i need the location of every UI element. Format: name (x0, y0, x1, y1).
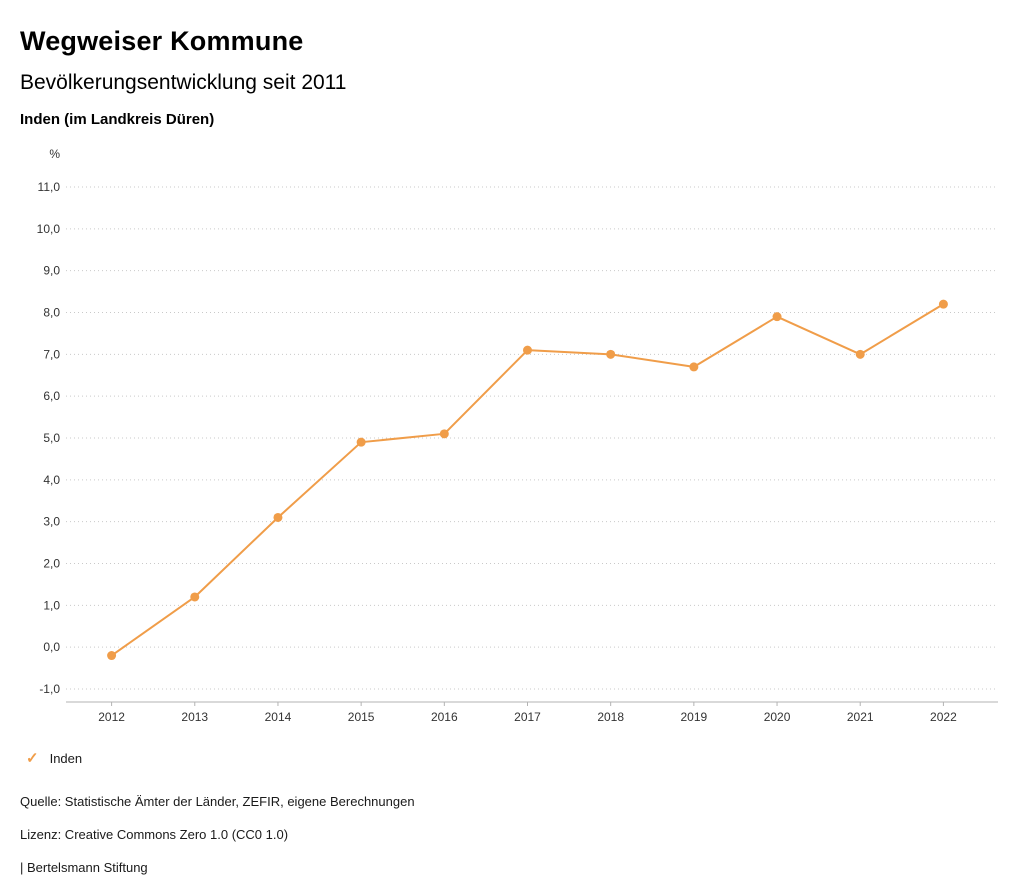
chart-footer: Quelle: Statistische Ämter der Länder, Z… (20, 794, 1004, 875)
svg-text:11,0: 11,0 (38, 180, 61, 194)
license-text: Lizenz: Creative Commons Zero 1.0 (CC0 1… (20, 827, 289, 842)
legend-item-inden[interactable]: ✓ Inden (26, 751, 82, 766)
page: Wegweiser Kommune Bevölkerungsentwicklun… (20, 26, 1004, 875)
svg-text:3,0: 3,0 (43, 515, 60, 529)
svg-text:%: % (49, 147, 60, 161)
svg-text:2015: 2015 (348, 710, 375, 724)
svg-text:10,0: 10,0 (37, 222, 61, 236)
svg-text:2022: 2022 (930, 710, 957, 724)
page-title: Wegweiser Kommune (20, 26, 304, 56)
svg-text:2019: 2019 (681, 710, 708, 724)
svg-text:4,0: 4,0 (43, 473, 60, 487)
chart-title: Bevölkerungsentwicklung seit 2011 (20, 71, 347, 94)
line-chart: % 11,0 10,0 9,0 8,0 7,0 6,0 5,0 4,0 3,0 2,0 1,0 0,0 -… (20, 142, 1004, 739)
source-text: Quelle: Statistische Ämter der Länder, Z… (20, 794, 415, 809)
chart-canvas[interactable]: % 11,0 10,0 9,0 8,0 7,0 6,0 5,0 4,0 3,0 2,0 1,0 0,0 -… (20, 142, 1004, 734)
svg-text:2012: 2012 (98, 710, 125, 724)
legend-check-icon: ✓ (26, 750, 39, 767)
chart-location: Inden (im Landkreis Düren) (20, 111, 215, 128)
svg-text:2016: 2016 (431, 710, 458, 724)
attribution-text: | Bertelsmann Stiftung (20, 860, 148, 875)
svg-text:2013: 2013 (181, 710, 208, 724)
svg-text:2,0: 2,0 (43, 557, 60, 571)
svg-text:2017: 2017 (514, 710, 541, 724)
svg-text:2018: 2018 (597, 710, 624, 724)
svg-text:2021: 2021 (847, 710, 874, 724)
svg-text:0,0: 0,0 (43, 640, 60, 654)
svg-text:1,0: 1,0 (43, 598, 60, 612)
svg-text:8,0: 8,0 (43, 306, 60, 320)
svg-text:6,0: 6,0 (43, 389, 60, 403)
legend-label: Inden (49, 751, 83, 766)
svg-text:2020: 2020 (764, 710, 791, 724)
svg-text:5,0: 5,0 (43, 431, 60, 445)
svg-text:7,0: 7,0 (43, 347, 60, 361)
svg-text:9,0: 9,0 (43, 264, 60, 278)
svg-text:-1,0: -1,0 (39, 682, 60, 696)
svg-text:2014: 2014 (265, 710, 292, 724)
